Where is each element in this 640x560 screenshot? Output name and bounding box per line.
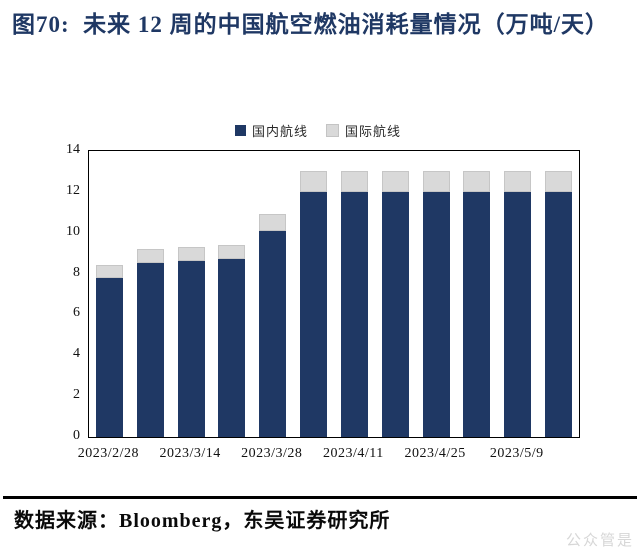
y-axis-tick-label: 8	[73, 264, 80, 280]
stacked-bar	[381, 171, 409, 437]
bar-segment-domestic	[463, 191, 491, 437]
y-axis-tick-label: 6	[73, 305, 80, 321]
bar-segment-international	[340, 171, 368, 192]
legend-label-international: 国际航线	[345, 123, 402, 139]
bar-segment-domestic	[300, 191, 328, 437]
y-axis-tick-label: 12	[66, 182, 80, 198]
x-axis-tick-label: 2023/3/28	[241, 446, 303, 461]
figure-title: 图70: 未来 12 周的中国航空燃油消耗量情况（万吨/天）	[12, 12, 610, 37]
bar-segment-international	[381, 171, 409, 192]
stacked-bar	[136, 249, 164, 437]
stacked-bar	[259, 214, 287, 437]
stacked-bar	[300, 171, 328, 437]
x-axis-tick-label: 2023/4/25	[404, 446, 466, 461]
legend-item-domestic: 国内航线	[234, 121, 308, 140]
bar-segment-domestic	[422, 191, 450, 437]
bar-segment-international	[218, 244, 246, 260]
bar-segment-domestic	[545, 191, 573, 437]
stacked-bar	[218, 244, 246, 437]
x-axis-tick-label: 2023/2/28	[77, 446, 140, 461]
bar-segment-international	[545, 171, 573, 192]
data-source-text: 数据来源：Bloomberg，东吴证券研究所	[14, 510, 391, 532]
x-axis-tick-label: 2023/3/14	[159, 446, 221, 461]
stacked-bar	[504, 171, 532, 437]
bar-segment-international	[259, 214, 287, 231]
legend-label-domestic: 国内航线	[251, 123, 308, 139]
plot-area	[88, 150, 580, 438]
stacked-bar	[463, 171, 491, 437]
stacked-bar	[95, 265, 123, 437]
chart-legend: 国内航线 国际航线	[88, 121, 548, 139]
bar-segment-domestic	[259, 230, 287, 437]
bar-segment-domestic	[177, 261, 205, 437]
bar-segment-domestic	[95, 277, 123, 437]
stacked-bar	[422, 171, 450, 437]
stacked-bar	[177, 247, 205, 437]
bar-segment-international	[177, 247, 205, 262]
bar-segment-international	[504, 171, 532, 192]
bar-segment-international	[463, 171, 491, 192]
stacked-bar	[545, 171, 573, 437]
footer-divider	[3, 496, 637, 499]
bar-segment-domestic	[504, 191, 532, 437]
y-axis-tick-label: 4	[73, 346, 80, 362]
bar-segment-international	[300, 171, 328, 192]
bar-segment-international	[422, 171, 450, 192]
watermark: 公众管是	[565, 532, 634, 549]
stacked-bar	[340, 171, 368, 437]
bar-segment-domestic	[136, 263, 164, 437]
bar-segment-international	[95, 265, 123, 278]
y-axis-tick-label: 10	[66, 223, 80, 239]
y-axis-tick-label: 14	[66, 142, 80, 157]
legend-item-international: 国际航线	[326, 121, 401, 140]
legend-swatch-international-icon	[326, 123, 339, 137]
y-axis-tick-label: 0	[73, 428, 80, 443]
legend-swatch-domestic-icon	[234, 124, 246, 136]
bar-segment-domestic	[340, 191, 368, 437]
bar-segment-domestic	[381, 191, 409, 437]
bar-segment-domestic	[218, 259, 246, 437]
x-axis-tick-label: 2023/5/9	[489, 446, 544, 461]
y-axis-tick-label: 2	[73, 387, 80, 403]
bar-segment-international	[136, 249, 164, 264]
x-axis-tick-label: 2023/4/11	[323, 446, 384, 461]
